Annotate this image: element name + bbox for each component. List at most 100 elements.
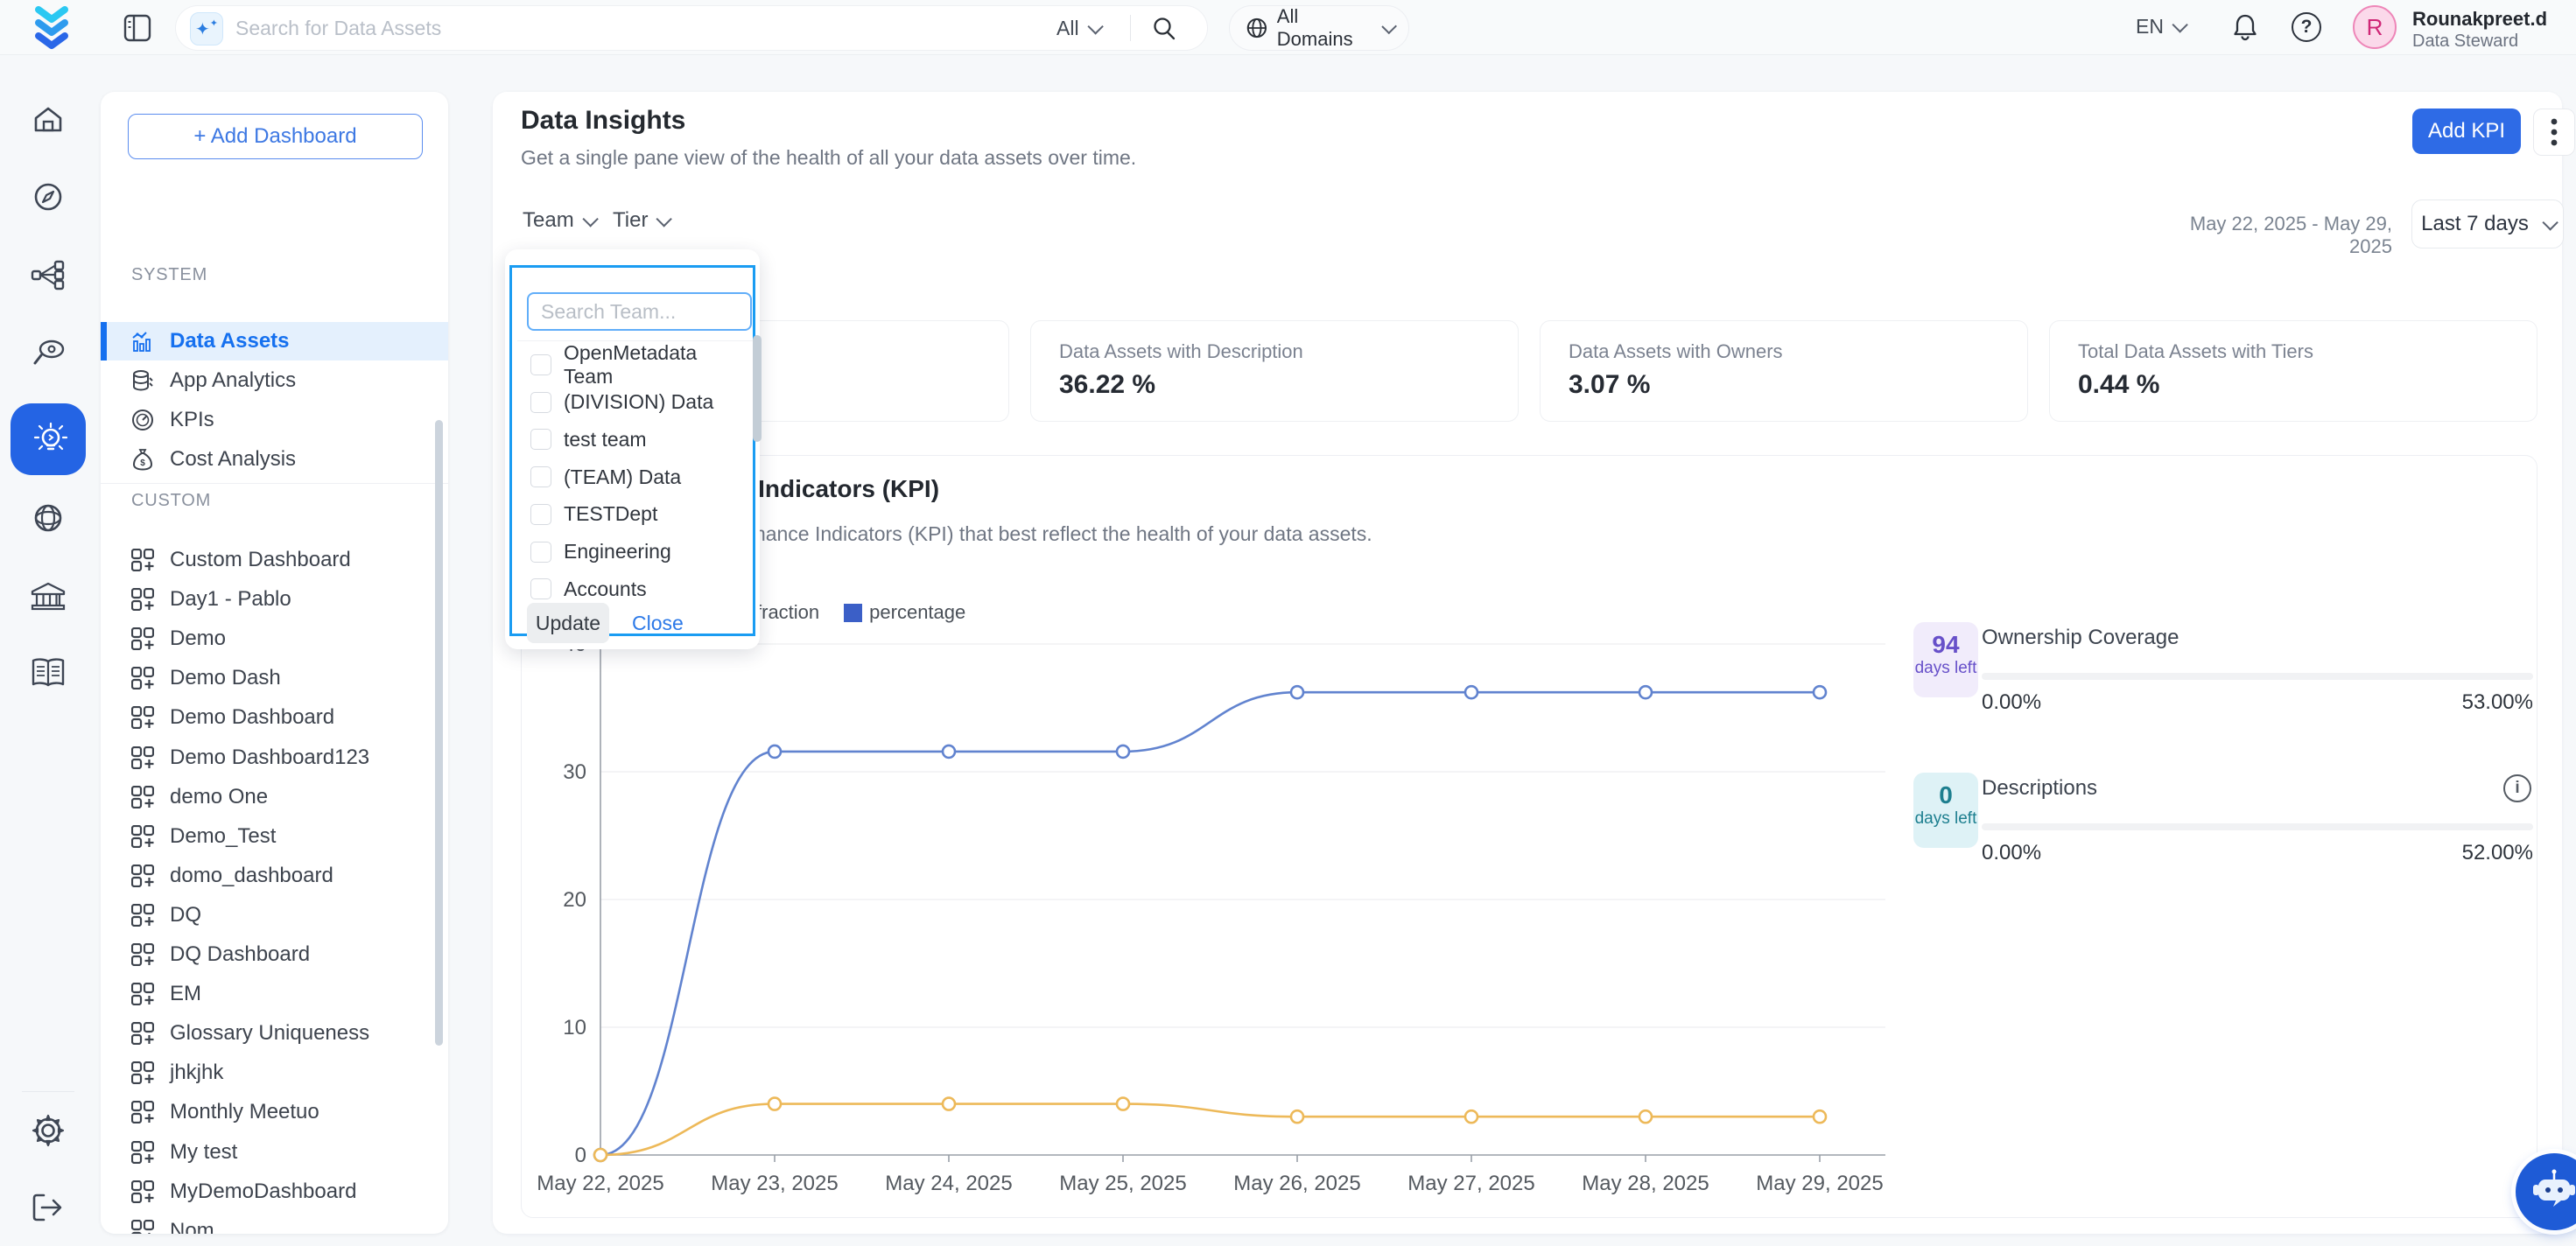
search-icon[interactable] — [1151, 15, 1177, 41]
insights-icon[interactable] — [29, 417, 73, 461]
sidebar-item-cost-analysis[interactable]: $ Cost Analysis — [101, 440, 448, 479]
glossary-icon[interactable] — [26, 651, 70, 695]
sidebar-item-demo-test[interactable]: Demo_Test — [101, 817, 448, 856]
app-logo[interactable] — [30, 6, 74, 50]
logout-icon[interactable] — [26, 1186, 70, 1229]
sidebar-item-glossary-uniqueness[interactable]: Glossary Uniqueness — [101, 1014, 448, 1053]
checkbox[interactable] — [530, 391, 551, 413]
dashboard-grid-icon — [131, 706, 154, 730]
ai-sparkle-icon[interactable]: ✦ ✦ — [190, 12, 223, 46]
search-scope-dropdown[interactable]: All — [1056, 17, 1104, 40]
sidebar-item-demo-one[interactable]: demo One — [101, 778, 448, 816]
top-navbar: ✦ ✦ Search for Data Assets All All Domain… — [0, 0, 2576, 55]
more-options-button[interactable] — [2533, 108, 2575, 156]
legend-item-percentage[interactable]: percentage — [844, 601, 965, 624]
data-point-fraction[interactable] — [1638, 1109, 1653, 1124]
sidebar-item-jhkjhk[interactable]: jhkjhk — [101, 1054, 448, 1092]
data-point-percentage[interactable] — [1638, 684, 1653, 700]
lineage-icon[interactable] — [26, 254, 70, 298]
explore-icon[interactable] — [26, 175, 70, 219]
info-icon[interactable]: i — [2503, 774, 2531, 802]
data-point-fraction[interactable] — [1463, 1109, 1479, 1124]
data-point-percentage[interactable] — [1115, 744, 1131, 760]
sidebar-item-mydemodashboard[interactable]: MyDemoDashboard — [101, 1172, 448, 1211]
summary-card-title: Total Data Assets with Tiers — [2078, 340, 2313, 362]
team-option-openmetadata-team[interactable]: OpenMetadata Team — [517, 341, 749, 388]
data-point-fraction[interactable] — [593, 1147, 608, 1163]
sidebar-item-dq-dashboard[interactable]: DQ Dashboard — [101, 935, 448, 974]
language-dropdown[interactable]: EN — [2136, 15, 2188, 38]
search-placeholder[interactable]: Search for Data Assets — [235, 16, 442, 39]
sidebar-item-kpis[interactable]: KPIs — [101, 401, 448, 439]
team-option-label: Engineering — [564, 540, 671, 563]
avatar[interactable]: R — [2353, 5, 2397, 49]
team-filter[interactable]: Team — [523, 208, 599, 233]
governance-icon[interactable] — [26, 575, 70, 619]
data-point-fraction[interactable] — [941, 1096, 957, 1111]
sidebar-toggle-icon[interactable] — [123, 13, 152, 43]
team-option--division-data[interactable]: (DIVISION) Data — [517, 384, 749, 421]
team-option-accounts[interactable]: Accounts — [517, 570, 749, 607]
sidebar-item-icon: $ — [131, 448, 154, 471]
sidebar-item-label: Nom — [170, 1218, 214, 1234]
checkbox[interactable] — [530, 429, 551, 451]
data-point-percentage[interactable] — [1812, 684, 1828, 700]
sidebar-item-my-test[interactable]: My test — [101, 1133, 448, 1172]
data-point-percentage[interactable] — [941, 744, 957, 760]
team-search-input[interactable] — [527, 292, 752, 331]
team-option-test-team[interactable]: test team — [517, 421, 749, 458]
tier-filter[interactable]: Tier — [613, 208, 673, 233]
observability-icon[interactable] — [26, 331, 70, 374]
checkbox[interactable] — [530, 541, 551, 563]
sidebar-item-monthly-meetuo[interactable]: Monthly Meetuo — [101, 1093, 448, 1131]
close-button[interactable]: Close — [632, 611, 684, 634]
data-point-fraction[interactable] — [1289, 1109, 1305, 1124]
series-line-fraction — [600, 1102, 1820, 1157]
data-point-fraction[interactable] — [1812, 1109, 1828, 1124]
sidebar-item-custom-dashboard[interactable]: Custom Dashboard — [101, 541, 448, 579]
domains-dropdown[interactable]: All Domains — [1229, 5, 1409, 51]
global-search-bar[interactable]: ✦ ✦ Search for Data Assets All — [175, 5, 1208, 51]
sidebar-item-nom[interactable]: Nom — [101, 1212, 448, 1234]
data-point-percentage[interactable] — [1289, 684, 1305, 700]
sidebar-item-data-assets[interactable]: Data Assets — [101, 322, 448, 360]
data-point-percentage[interactable] — [767, 744, 783, 760]
user-name[interactable]: Rounakpreet.d — [2412, 8, 2548, 30]
summary-card-value: 3.07 % — [1569, 370, 1651, 399]
sidebar-item-day1-pablo[interactable]: Day1 - Pablo — [101, 580, 448, 619]
domains-icon[interactable] — [26, 496, 70, 540]
sidebar-scrollbar[interactable] — [435, 420, 443, 1046]
team-option--team-data[interactable]: (TEAM) Data — [517, 458, 749, 495]
sidebar-item-label: Demo Dashboard — [170, 705, 335, 730]
chat-widget-button[interactable] — [2516, 1153, 2576, 1230]
data-point-percentage[interactable] — [1463, 684, 1479, 700]
sidebar-item-demo[interactable]: Demo — [101, 620, 448, 658]
data-point-fraction[interactable] — [1115, 1096, 1131, 1111]
checkbox[interactable] — [530, 578, 551, 600]
team-option-engineering[interactable]: Engineering — [517, 534, 749, 570]
time-range-dropdown[interactable]: Last 7 days — [2411, 200, 2564, 248]
sidebar-item-demo-dash[interactable]: Demo Dash — [101, 659, 448, 697]
help-icon[interactable]: ? — [2292, 12, 2321, 42]
popover-scrollbar[interactable] — [753, 335, 762, 442]
add-kpi-button[interactable]: Add KPI — [2412, 108, 2521, 154]
team-option-testdept[interactable]: TESTDept — [517, 496, 749, 533]
days-left-badge: 94 days left — [1913, 622, 1978, 697]
checkbox[interactable] — [530, 354, 551, 375]
settings-icon[interactable] — [26, 1109, 70, 1152]
sidebar-item-demo-dashboard[interactable]: Demo Dashboard — [101, 698, 448, 737]
sidebar-item-em[interactable]: EM — [101, 975, 448, 1013]
sidebar-item-app-analytics[interactable]: App Analytics — [101, 361, 448, 400]
add-dashboard-button[interactable]: + Add Dashboard — [128, 114, 423, 159]
sidebar-item-dq[interactable]: DQ — [101, 896, 448, 934]
sidebar-item-domo-dashboard[interactable]: domo_dashboard — [101, 857, 448, 895]
checkbox[interactable] — [530, 466, 551, 488]
sidebar-item-demo-dashboard123[interactable]: Demo Dashboard123 — [101, 738, 448, 777]
dashboard-grid-icon — [131, 824, 154, 848]
notifications-bell-icon[interactable] — [2230, 12, 2260, 42]
home-icon[interactable] — [26, 98, 70, 142]
globe-icon — [1246, 18, 1267, 38]
data-point-fraction[interactable] — [767, 1096, 783, 1111]
checkbox[interactable] — [530, 503, 551, 525]
update-button[interactable]: Update — [527, 603, 609, 643]
